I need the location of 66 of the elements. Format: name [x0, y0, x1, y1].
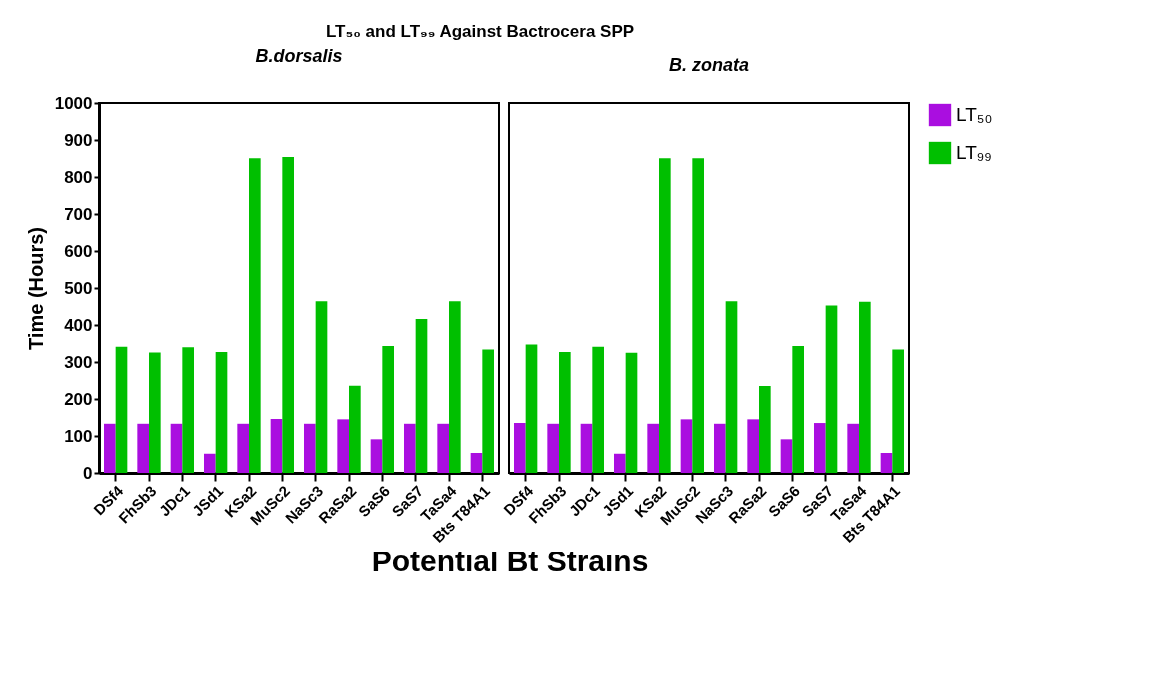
- bar: [215, 352, 228, 473]
- y-tick-label: 1000: [54, 93, 93, 113]
- bar: [349, 385, 361, 473]
- legend-label: LT₉₉: [956, 142, 992, 163]
- bar: [415, 319, 428, 473]
- bar: [137, 423, 149, 473]
- bar: [304, 423, 316, 473]
- bar: [814, 423, 826, 473]
- chart-title: LT₅₀ and LT₉₉ Against Bactrocera SPP: [324, 22, 636, 42]
- bar: [759, 386, 771, 473]
- bar: [692, 158, 704, 473]
- bar: [315, 301, 328, 473]
- bar: [470, 453, 483, 473]
- bar: [847, 423, 859, 473]
- chart-subtitle: B. zonata: [668, 55, 750, 75]
- bar: [514, 423, 526, 473]
- y-tick-label: 400: [64, 315, 93, 335]
- y-tick-label: 900: [64, 130, 93, 150]
- bar: [449, 301, 461, 473]
- bar: [559, 352, 571, 473]
- legend-label: LT₅₀: [956, 104, 993, 125]
- bar: [282, 157, 294, 473]
- bar: [659, 158, 671, 473]
- bar: [547, 423, 559, 473]
- chart-subtitle: B.dorsalis: [255, 46, 343, 66]
- y-tick-label: 0: [83, 463, 93, 483]
- y-tick-label: 700: [64, 204, 93, 224]
- bar: [725, 301, 738, 473]
- bar: [182, 347, 194, 473]
- bar: [525, 344, 538, 473]
- bar: [614, 453, 626, 473]
- bar: [625, 352, 638, 473]
- y-tick-label: 500: [64, 278, 93, 298]
- bar: [370, 439, 383, 473]
- bar: [404, 423, 416, 473]
- y-axis-title: Time (Hours): [24, 227, 47, 350]
- bar: [714, 423, 726, 473]
- bar: [249, 158, 261, 473]
- y-tick-label: 800: [64, 167, 93, 187]
- bar: [825, 305, 838, 473]
- x-axis-title: Potential Bt Strains: [370, 544, 650, 578]
- bar: [149, 352, 161, 473]
- bar: [382, 346, 394, 473]
- bar: [337, 419, 349, 473]
- bar: [647, 423, 659, 473]
- y-tick-label: 600: [64, 241, 93, 261]
- bar: [580, 423, 593, 473]
- y-tick-label: 300: [64, 352, 93, 372]
- bar: [270, 418, 283, 473]
- bar: [792, 346, 804, 473]
- bar: [204, 453, 216, 473]
- bar: [747, 419, 759, 473]
- bar: [859, 301, 871, 473]
- bar: [780, 439, 793, 473]
- bar: [115, 346, 128, 473]
- bar: [237, 423, 249, 473]
- bar: [680, 419, 693, 473]
- bar: [437, 423, 449, 473]
- bar: [170, 423, 183, 473]
- bar: [880, 453, 893, 473]
- y-tick-label: 200: [64, 389, 93, 409]
- bar: [482, 349, 494, 473]
- bar: [104, 423, 116, 473]
- bar: [592, 346, 604, 473]
- y-tick-label: 100: [64, 426, 93, 446]
- bar: [892, 349, 904, 473]
